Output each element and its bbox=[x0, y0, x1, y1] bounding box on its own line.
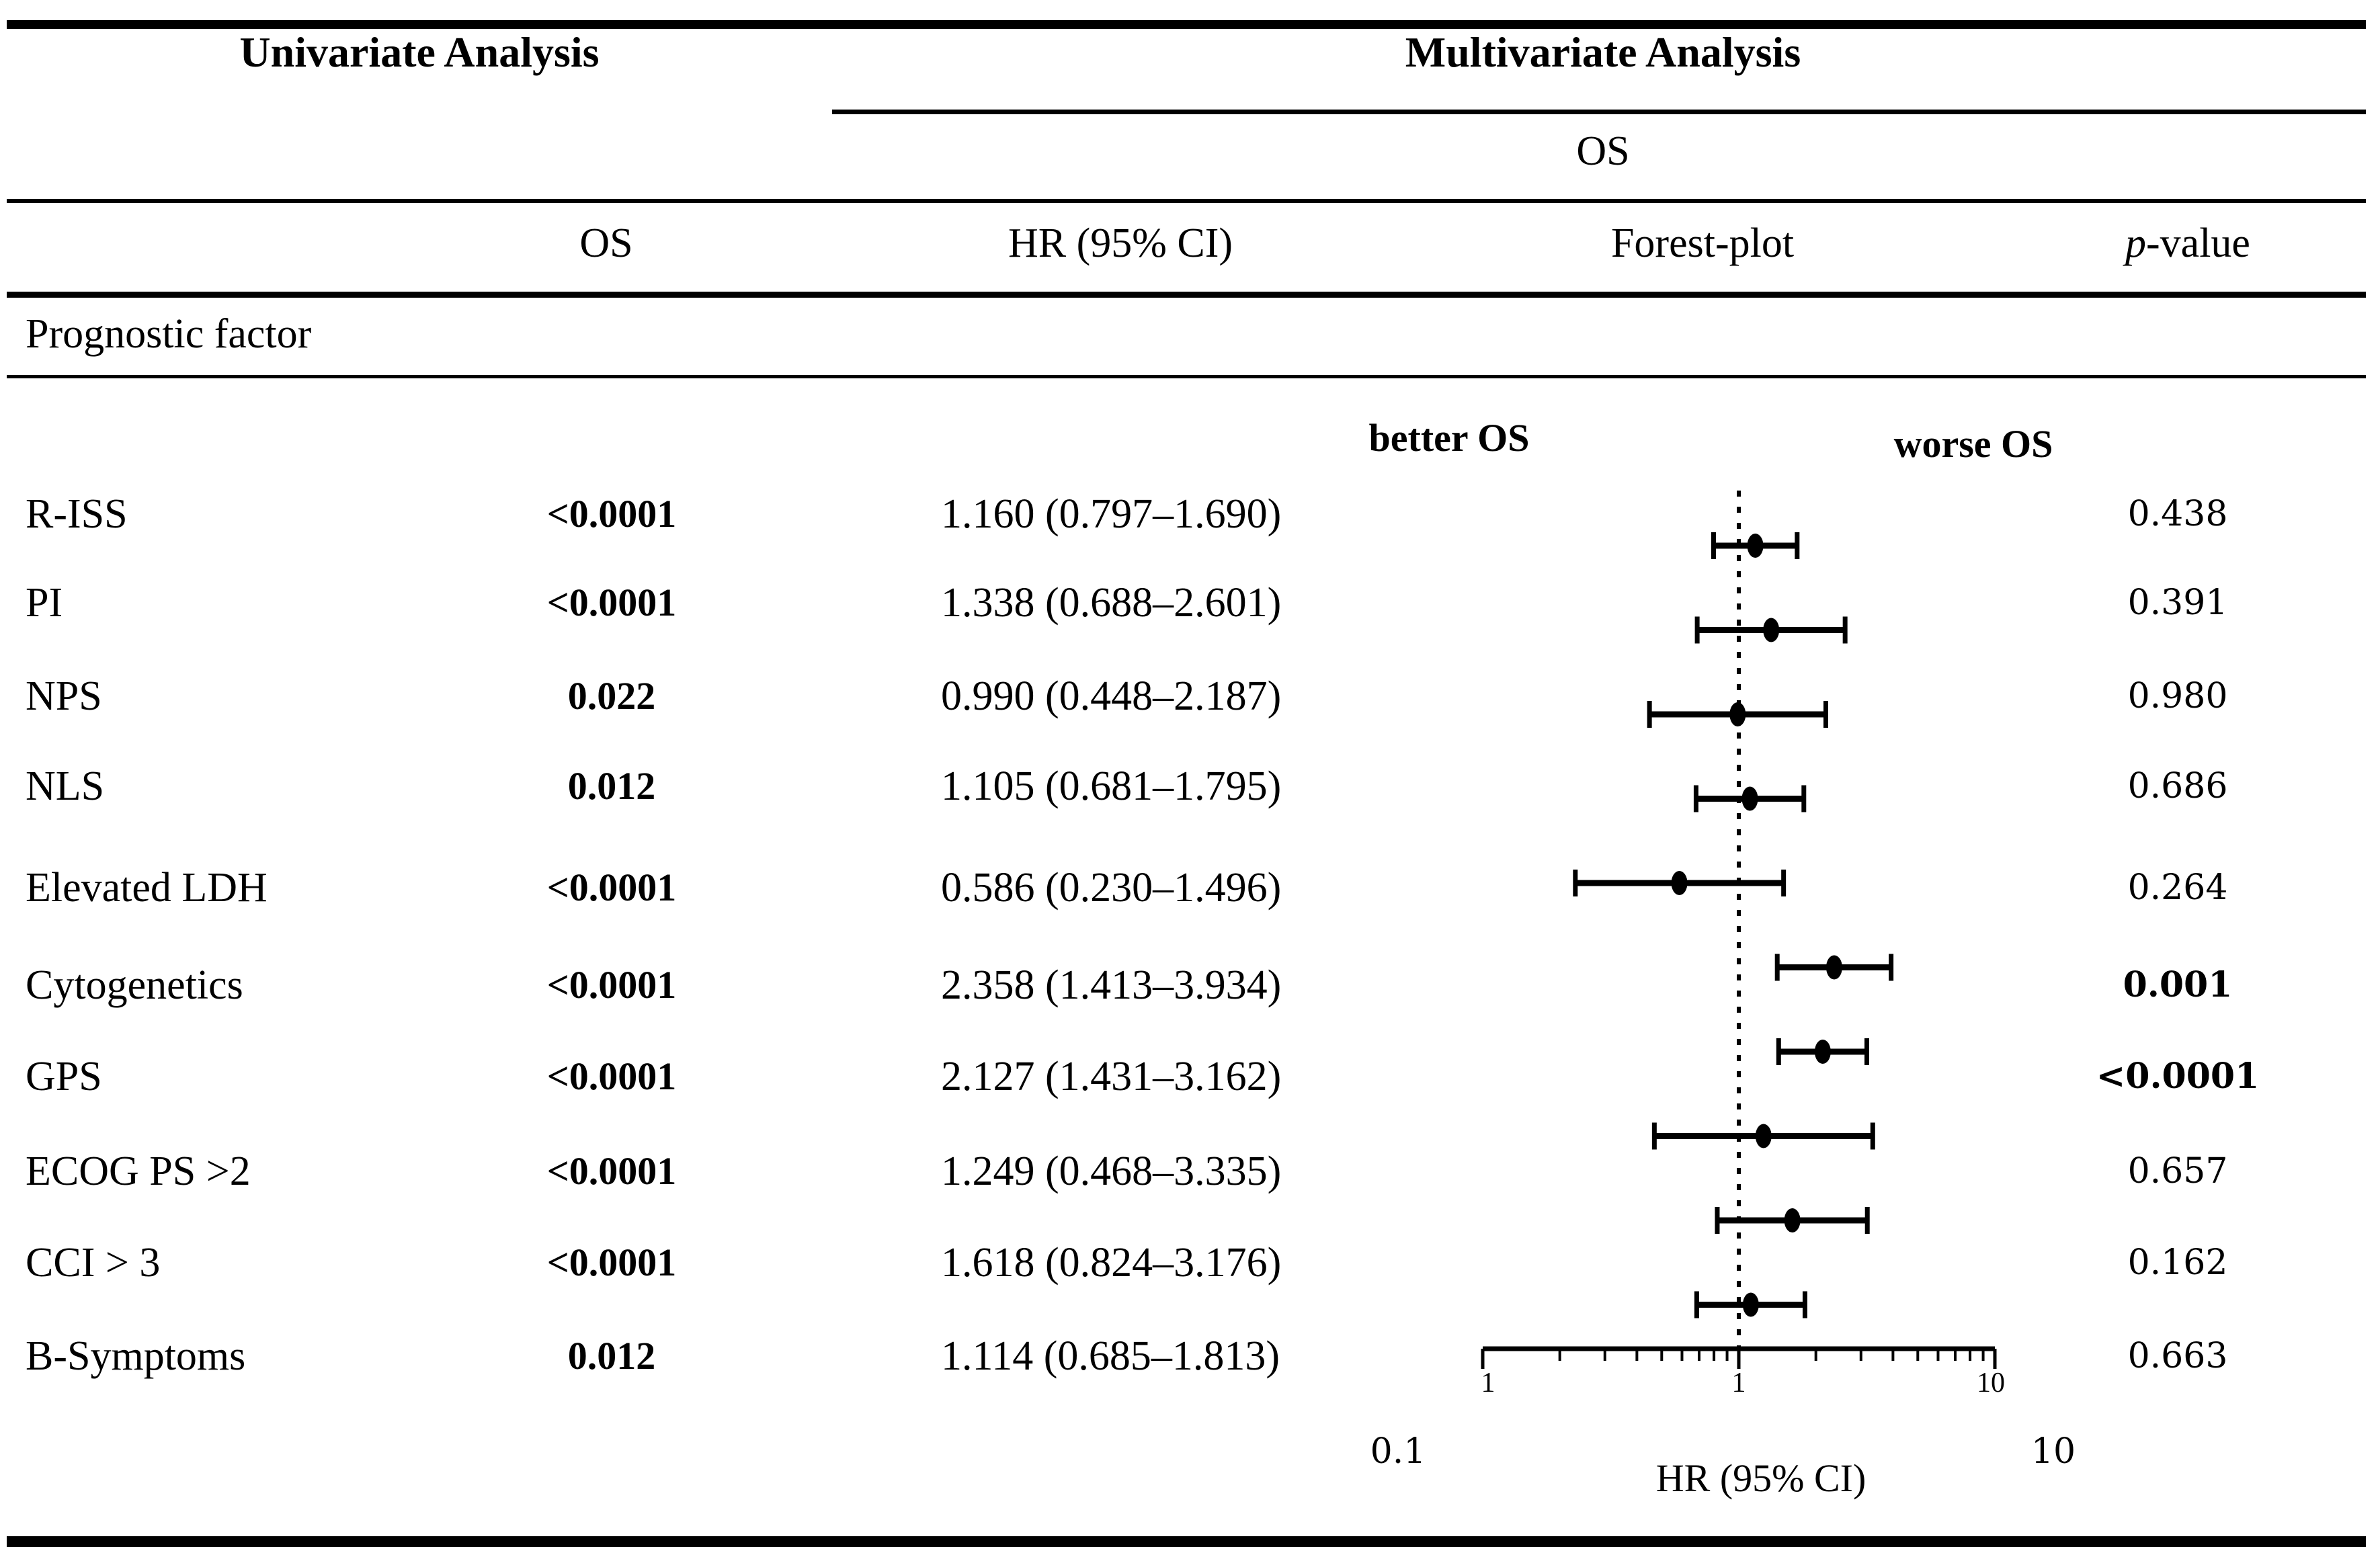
row-label: Cytogenetics bbox=[26, 962, 243, 1008]
axis-tick-label-right: 10 bbox=[1977, 1368, 2005, 1398]
multivariate-analysis-title: Multivariate Analysis bbox=[1405, 28, 1801, 76]
univariate-os-p-value: <0.0001 bbox=[546, 963, 677, 1007]
axis-max-label: 10 bbox=[2030, 1431, 2076, 1472]
row-label: R-ISS bbox=[26, 491, 128, 537]
hr-ci-value: 1.618 (0.824–3.176) bbox=[941, 1240, 1282, 1286]
hr-point-marker bbox=[1742, 1292, 1759, 1317]
subheader-rule bbox=[7, 199, 2366, 203]
header-bottom-rule bbox=[7, 292, 2366, 298]
row-label: ECOG PS >2 bbox=[26, 1148, 251, 1194]
univariate-analysis-title: Univariate Analysis bbox=[239, 28, 600, 76]
multivariate-p-value: 0.162 bbox=[2127, 1243, 2228, 1283]
univariate-os-p-value: <0.0001 bbox=[546, 492, 677, 536]
hr-point-marker bbox=[1747, 534, 1764, 558]
row-label: B-Symptoms bbox=[26, 1333, 246, 1379]
hr-point-marker bbox=[1814, 1040, 1831, 1064]
univariate-os-p-value: 0.012 bbox=[567, 1334, 656, 1378]
worse-os-annotation: worse OS bbox=[1893, 422, 2053, 466]
axis-tick-label-left: 1 bbox=[1481, 1368, 1495, 1398]
section-bottom-rule bbox=[7, 375, 2366, 378]
hr-ci-value: 1.105 (0.681–1.795) bbox=[941, 763, 1282, 809]
multivariate-p-value: 0.264 bbox=[2127, 868, 2228, 908]
hr-point-marker bbox=[1729, 702, 1746, 726]
hr-ci-value: 1.249 (0.468–3.335) bbox=[941, 1148, 1282, 1194]
multivariate-p-value: 0.663 bbox=[2127, 1336, 2228, 1376]
hr-ci-value: 1.114 (0.685–1.813) bbox=[941, 1333, 1280, 1379]
multivariate-p-value: <0.0001 bbox=[2096, 1056, 2260, 1097]
axis-tick-label-center: 1 bbox=[1731, 1368, 1746, 1398]
row-label: CCI > 3 bbox=[26, 1240, 161, 1286]
univariate-os-p-value: <0.0001 bbox=[546, 866, 677, 909]
column-header-p-value: p-value bbox=[2125, 222, 2250, 264]
column-header-hr-ci: HR (95% CI) bbox=[1008, 220, 1233, 266]
row-label: NLS bbox=[26, 763, 105, 809]
univariate-os-p-value: <0.0001 bbox=[546, 1054, 677, 1098]
hr-point-marker bbox=[1784, 1208, 1801, 1232]
multivariate-p-value: 0.391 bbox=[2127, 583, 2228, 623]
hr-ci-value: 0.990 (0.448–2.187) bbox=[941, 673, 1282, 719]
p-value-italic-p: p bbox=[2125, 220, 2147, 266]
multivariate-p-value: 0.001 bbox=[2123, 964, 2233, 1005]
row-label: GPS bbox=[26, 1054, 102, 1099]
column-header-univariate-os: OS bbox=[579, 220, 633, 266]
univariate-os-p-value: <0.0001 bbox=[546, 1241, 677, 1284]
axis-min-label: 0.1 bbox=[1370, 1431, 1426, 1472]
better-os-annotation: better OS bbox=[1368, 416, 1530, 460]
hr-point-marker bbox=[1741, 786, 1758, 811]
multivariate-os-subheader: OS bbox=[1576, 128, 1630, 174]
multivariate-p-value: 0.657 bbox=[2127, 1151, 2228, 1191]
hr-ci-value: 1.338 (0.688–2.601) bbox=[941, 580, 1282, 626]
row-label: NPS bbox=[26, 673, 102, 719]
bottom-rule bbox=[7, 1536, 2366, 1547]
hr-point-marker bbox=[1671, 871, 1688, 895]
univariate-os-p-value: <0.0001 bbox=[546, 581, 677, 624]
hr-point-marker bbox=[1825, 955, 1842, 980]
top-rule bbox=[7, 20, 2366, 29]
row-label: PI bbox=[26, 580, 63, 626]
multivariate-p-value: 0.438 bbox=[2127, 494, 2228, 534]
p-value-rest: -value bbox=[2146, 220, 2250, 266]
column-header-forest-plot: Forest-plot bbox=[1610, 220, 1795, 266]
univariate-os-p-value: <0.0001 bbox=[546, 1149, 677, 1193]
hr-ci-value: 2.127 (1.431–3.162) bbox=[941, 1054, 1282, 1099]
hr-ci-value: 1.160 (0.797–1.690) bbox=[941, 491, 1282, 537]
hr-ci-value: 0.586 (0.230–1.496) bbox=[941, 865, 1282, 911]
section-label-prognostic-factor: Prognostic factor bbox=[26, 311, 312, 357]
axis-title-hr-ci: HR (95% CI) bbox=[1655, 1456, 1866, 1500]
multivariate-underline-rule bbox=[832, 110, 2366, 114]
multivariate-p-value: 0.980 bbox=[2127, 676, 2228, 716]
hr-ci-value: 2.358 (1.413–3.934) bbox=[941, 962, 1282, 1008]
hr-point-marker bbox=[1763, 618, 1780, 642]
univariate-os-p-value: 0.022 bbox=[567, 674, 656, 718]
hr-point-marker bbox=[1755, 1124, 1772, 1148]
univariate-os-p-value: 0.012 bbox=[567, 764, 656, 808]
row-label: Elevated LDH bbox=[26, 865, 268, 911]
multivariate-p-value: 0.686 bbox=[2127, 766, 2228, 806]
